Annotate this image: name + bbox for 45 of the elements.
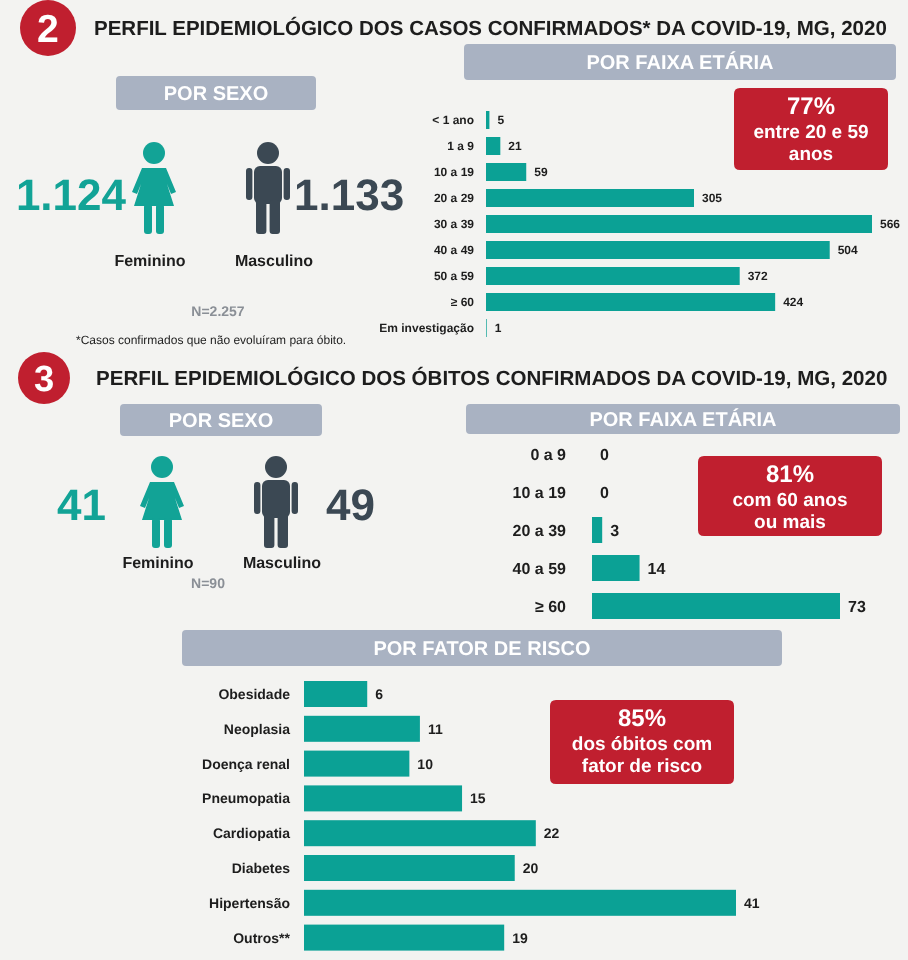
y-tick-label: 20 a 39: [512, 521, 568, 540]
text: PERFIL EPIDEMIOLÓGICO DOS CASOS CONFIRMADOS* DA COVID-19, MG, 2020: [94, 15, 888, 42]
data-label: 0: [600, 445, 610, 464]
bar: [486, 241, 830, 259]
data-label: 41: [57, 480, 106, 530]
text: PERFIL EPIDEMIOLÓGICO DOS ÓBITOS CONFIRMADOS DA COVID-19, MG, 2020: [96, 365, 888, 392]
category-label: Feminino: [114, 252, 186, 270]
bar: [304, 750, 410, 777]
bar: [304, 820, 536, 847]
chart-title: POR FAIXA ETÁRIA: [586, 51, 774, 76]
bar: [486, 189, 694, 207]
bar: [486, 137, 501, 155]
bar: [304, 681, 368, 707]
text: 2: [37, 8, 60, 53]
data-label: 1.124: [15, 170, 128, 220]
bar: [304, 715, 420, 742]
data-label: 3: [610, 521, 621, 540]
category-label: Masculino: [242, 554, 322, 572]
data-label: 14: [647, 559, 667, 578]
y-tick-label: 40 a 59: [512, 559, 568, 578]
bar: [486, 163, 527, 181]
data-label: 1.133: [294, 170, 405, 220]
text: 3: [33, 359, 55, 400]
y-tick-label: 10 a 19: [512, 483, 568, 502]
bar: [304, 855, 515, 881]
category-label: Feminino: [122, 554, 194, 572]
y-tick-label: ≥ 60: [534, 597, 568, 616]
text: POR SEXO: [163, 84, 269, 107]
bar: [486, 293, 776, 311]
annotation: 85% dos óbitos com fator de risco: [571, 704, 713, 778]
bar: [304, 924, 505, 951]
bar: [486, 267, 740, 285]
data-label: 73: [848, 597, 867, 616]
bar: [486, 215, 872, 233]
data-label: 49: [326, 480, 375, 530]
annotation: 81% com 60 anos ou mais: [732, 460, 848, 534]
bar: [304, 785, 463, 812]
text: POR SEXO: [168, 411, 274, 434]
category-label: Masculino: [234, 252, 314, 270]
chart-title: POR FAIXA ETÁRIA: [589, 408, 777, 433]
data-label: 0: [600, 483, 610, 502]
bar: [304, 889, 736, 916]
annotation: 77% entre 20 e 59 anos: [753, 92, 869, 166]
chart-title: POR FATOR DE RISCO: [373, 639, 591, 662]
y-tick-label: 0 a 9: [530, 445, 568, 464]
